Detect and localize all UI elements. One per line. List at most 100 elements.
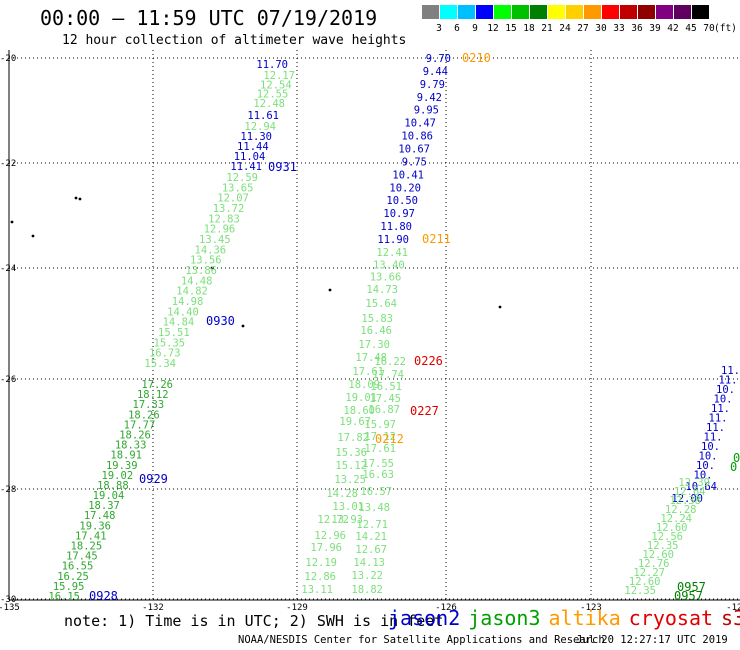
- wave-value: 14.36: [195, 244, 227, 256]
- wave-value: 17.45: [66, 551, 98, 563]
- satellite-name: altika: [548, 606, 621, 630]
- wave-value: 12.94: [244, 121, 276, 133]
- island-dot: [241, 324, 245, 328]
- wave-value: 17.45: [369, 393, 401, 405]
- wave-value: 13.56: [190, 255, 222, 267]
- wave-value: 11.44: [237, 141, 269, 153]
- pass-time-label: 0930: [206, 314, 235, 328]
- wave-value: 15.34: [144, 358, 176, 370]
- satellite-track-central: 9.709.449.799.429.9510.4710.8610.679.751…: [301, 51, 491, 596]
- wave-value: 17.61: [352, 366, 384, 378]
- wave-value: 17.48: [84, 510, 116, 522]
- legend-label: 9: [472, 23, 478, 34]
- wave-value: 12.48: [253, 98, 285, 110]
- wave-value: 12.35: [624, 585, 656, 597]
- wave-value: 10.: [696, 460, 715, 472]
- wave-value: 9.42: [417, 92, 442, 104]
- wave-value: 10.: [694, 470, 713, 482]
- legend-swatch: [440, 5, 457, 19]
- wave-value: 17.48: [355, 352, 387, 364]
- wave-value: 10.86: [401, 131, 433, 143]
- wave-value: 12.39: [678, 477, 710, 489]
- wave-value: 17.82: [337, 432, 369, 444]
- wave-value: 9.95: [414, 105, 439, 117]
- lon-tick-label: -126: [435, 603, 457, 613]
- wave-value: 16.55: [62, 561, 94, 573]
- pass-time-label: 0212: [375, 432, 404, 446]
- wave-value: 12.38: [669, 495, 701, 507]
- legend-swatch: [530, 5, 547, 19]
- wave-value: 18.26: [119, 429, 151, 441]
- lon-tick-label: -129: [286, 603, 308, 613]
- wave-value: 18.82: [351, 584, 383, 596]
- legend-swatch: [548, 5, 565, 19]
- legend-label: 33: [613, 23, 625, 34]
- wave-value: 11.61: [247, 110, 279, 122]
- legend-label: 30: [595, 23, 607, 34]
- axis-tick-labels: -20 -22 -24 -26 -28 -30-135 -132 -129 -126 -123 -1…: [0, 54, 740, 613]
- island-dot: [210, 266, 214, 270]
- wave-value: 13.22: [351, 570, 383, 582]
- satellite-name: jason3: [468, 606, 541, 630]
- wave-value: 9.79: [420, 79, 445, 91]
- wave-value: 13.11: [301, 584, 333, 596]
- lat-tick-label: -26: [0, 375, 16, 385]
- wave-value: 14.40: [167, 306, 199, 318]
- lon-tick-label: -135: [0, 603, 20, 613]
- wave-value: 10.: [699, 451, 718, 463]
- wave-value: 12.72: [317, 514, 349, 526]
- generated-timestamp: Jul 20 12:27:17 UTC 2019: [576, 634, 728, 646]
- wave-value: 17.74: [372, 369, 404, 381]
- wave-value: 14.48: [181, 275, 213, 287]
- wave-value: 15.36: [335, 447, 367, 459]
- legend-unit: (ft): [714, 23, 737, 34]
- wave-value: 15.35: [154, 337, 186, 349]
- wave-value: 11.: [704, 432, 723, 444]
- satellite-track-east: 11.11.10.10.11.11.11.11.10.10.10.10.10.6…: [624, 365, 740, 603]
- legend-label: 39: [649, 23, 661, 34]
- wave-value: 12.17: [263, 70, 295, 82]
- wave-value: 16.87: [368, 404, 400, 416]
- legend-swatch: [584, 5, 601, 19]
- legend-label: 36: [631, 23, 643, 34]
- wave-value: 11.30: [240, 131, 272, 143]
- island-dot: [78, 197, 82, 201]
- legend-label: 27: [577, 23, 589, 34]
- wave-value: 15.64: [365, 298, 397, 310]
- wave-value: 12.96: [314, 530, 346, 542]
- wave-value: 12.28: [665, 504, 697, 516]
- wave-value: 12.54: [260, 79, 292, 91]
- island-dot: [328, 288, 332, 292]
- wave-value: 14.21: [355, 531, 387, 543]
- wave-value: 10.47: [404, 118, 436, 130]
- pass-time-label: 0957: [674, 589, 703, 603]
- wave-value: 10.: [716, 384, 735, 396]
- map-subtitle: 12 hour collection of altimeter wave hei…: [62, 33, 407, 48]
- lat-tick-label: -20: [0, 54, 16, 64]
- wave-value: 12.60: [642, 549, 674, 561]
- island-dot: [74, 196, 78, 200]
- wave-value: 12.07: [217, 193, 249, 205]
- wave-value: 12.60: [629, 576, 661, 588]
- wave-value: 17.41: [75, 530, 107, 542]
- wave-value: 11.70: [256, 59, 288, 71]
- legend-swatch: [656, 5, 673, 19]
- legend-swatch: [422, 5, 439, 19]
- lat-tick-label: -30: [0, 595, 16, 605]
- wave-value: 11.90: [377, 234, 409, 246]
- wave-value: 11.: [709, 413, 728, 425]
- map-grid: [8, 50, 740, 601]
- legend-label: 15: [505, 23, 517, 34]
- lat-tick-label: -24: [0, 264, 16, 274]
- wave-value: 12.71: [356, 519, 388, 531]
- wave-value: 17.55: [362, 458, 394, 470]
- wave-value: 13.86: [185, 265, 217, 277]
- wave-value: 12.64: [674, 486, 706, 498]
- pass-time-label: 0227: [410, 404, 439, 418]
- wave-value: 9.75: [402, 156, 427, 168]
- island-markers: [10, 196, 502, 328]
- map-title: 00:00 – 11:59 UTC 07/19/2019: [40, 6, 378, 30]
- wave-value: 14.84: [163, 317, 195, 329]
- wave-value: 16.63: [362, 469, 394, 481]
- wave-value: 9.44: [423, 66, 448, 78]
